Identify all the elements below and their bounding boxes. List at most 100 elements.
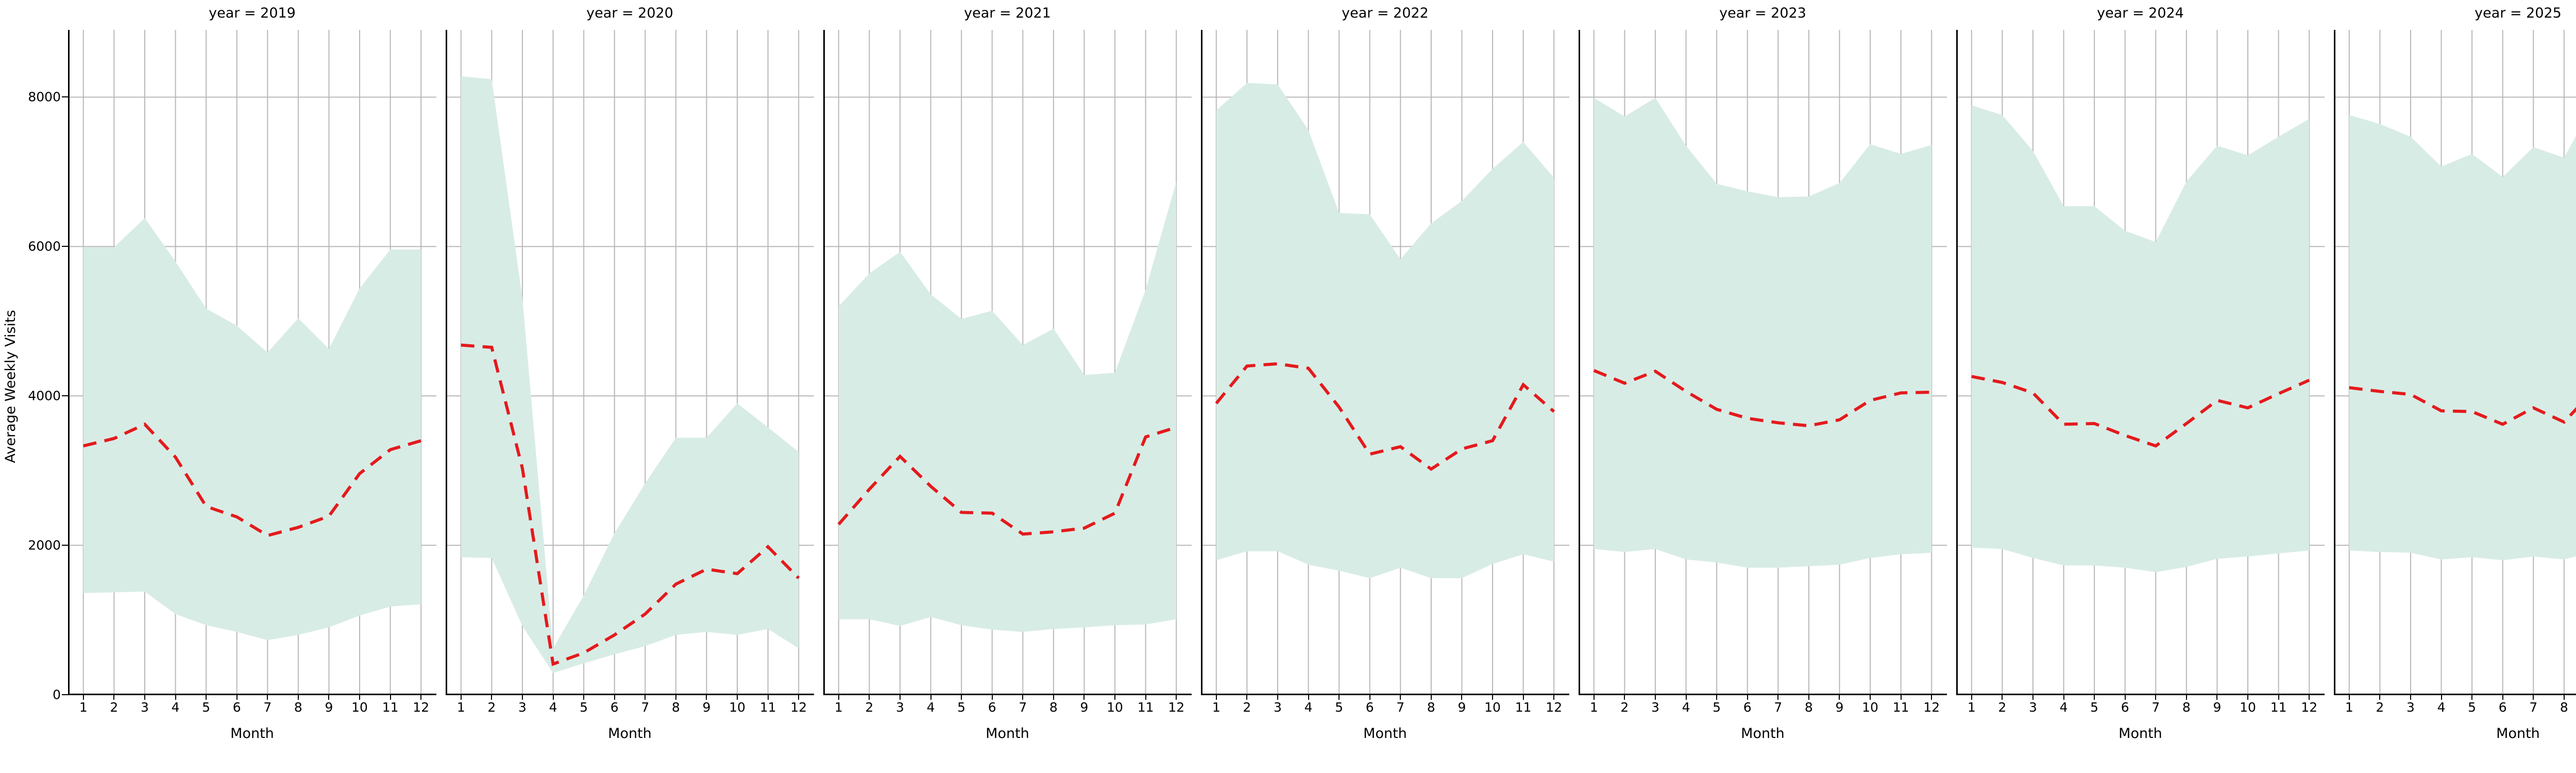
x-tick-label: 10 [1107,700,1123,715]
panel-title: year = 2022 [1342,5,1429,21]
median-line [83,422,422,537]
x-tick-label: 5 [202,700,211,715]
x-tick-mark [389,695,391,700]
x-tick-label: 1 [2345,700,2353,715]
x-tick-mark [1777,695,1779,700]
x-tick-label: 3 [896,700,904,715]
percentile-band [1216,82,1554,578]
facet-panels: year = 2019 1 2 3 4 5 6 7 8 9 10 11 12 Month year = 20… [68,0,2576,773]
x-tick-label: 5 [1335,700,1344,715]
axis-spine-bottom [446,694,814,695]
x-tick-label: 8 [1804,700,1813,715]
x-tick-mark [706,695,707,700]
x-tick-label: 12 [1168,700,1185,715]
x-tick-mark [175,695,176,700]
panel-title: year = 2019 [209,5,296,21]
panel-title: year = 2023 [1719,5,1806,21]
x-tick-label: 3 [518,700,527,715]
x-tick-label: 8 [671,700,680,715]
axis-spine-bottom [1201,694,1569,695]
x-tick-mark [675,695,676,700]
x-tick-label: 7 [1019,700,1027,715]
x-tick-mark [1716,695,1718,700]
x-tick-label: 7 [2151,700,2160,715]
x-axis-label: Month [2496,726,2540,742]
axis-spine-left [1579,30,1580,695]
y-tick-label: 6000 [28,239,61,254]
x-tick-label: 8 [2560,700,2568,715]
x-tick-mark [2247,695,2249,700]
x-tick-mark [113,695,115,700]
x-tick-label: 11 [1892,700,1909,715]
x-tick-mark [1308,695,1309,700]
panel-title: year = 2024 [2097,5,2184,21]
x-tick-mark [1369,695,1370,700]
x-tick-label: 10 [2240,700,2256,715]
facet-panel-2024: year = 2024 1 2 3 4 5 6 7 8 9 10 11 12 Month [1956,0,2325,773]
x-tick-label: 9 [1080,700,1089,715]
median-line [1593,369,1932,428]
x-tick-label: 12 [413,700,430,715]
x-tick-label: 1 [1967,700,1976,715]
percentile-band [83,218,421,641]
x-tick-mark [2155,695,2157,700]
x-tick-label: 7 [2529,700,2538,715]
x-tick-mark [1430,695,1432,700]
x-tick-label: 2 [1998,700,2007,715]
x-tick-mark [1083,695,1085,700]
x-axis-label: Month [1363,726,1407,742]
x-tick-label: 7 [263,700,272,715]
x-tick-mark [1246,695,1248,700]
x-tick-label: 12 [1923,700,1940,715]
x-tick-mark [767,695,769,700]
x-tick-label: 1 [1589,700,1598,715]
x-tick-label: 2 [487,700,496,715]
x-tick-mark [1654,695,1656,700]
x-tick-label: 3 [1651,700,1659,715]
x-tick-label: 10 [1862,700,1878,715]
median-line [837,426,1177,536]
median-line [461,343,800,666]
x-tick-mark [2379,695,2381,700]
x-tick-label: 9 [1835,700,1844,715]
x-tick-mark [2533,695,2534,700]
x-tick-label: 11 [1137,700,1154,715]
x-tick-mark [1215,695,1217,700]
x-tick-mark [2410,695,2411,700]
x-tick-label: 9 [702,700,711,715]
x-tick-label: 8 [294,700,302,715]
x-tick-mark [1492,695,1494,700]
y-tick-mark [62,96,68,98]
x-tick-label: 5 [957,700,966,715]
x-tick-label: 2 [2376,700,2384,715]
x-tick-mark [1461,695,1463,700]
x-tick-mark [961,695,962,700]
x-tick-label: 4 [549,700,557,715]
x-tick-label: 3 [1274,700,1282,715]
x-tick-label: 8 [1049,700,1058,715]
axis-spine-bottom [68,694,436,695]
percentile-band [838,181,1177,632]
x-tick-mark [2278,695,2279,700]
x-tick-mark [1685,695,1687,700]
x-tick-mark [552,695,554,700]
x-tick-mark [2185,695,2187,700]
x-tick-mark [359,695,361,700]
x-tick-label: 10 [351,700,368,715]
x-tick-label: 4 [2437,700,2446,715]
x-tick-mark [1931,695,1933,700]
y-tick-label: 0 [53,687,61,702]
x-tick-label: 9 [325,700,333,715]
axis-spine-bottom [2334,694,2576,695]
facet-panel-2021: year = 2021 1 2 3 4 5 6 7 8 9 10 11 12 Month [823,0,1192,773]
x-tick-label: 6 [2121,700,2129,715]
x-tick-label: 10 [1484,700,1501,715]
x-tick-mark [838,695,839,700]
x-tick-label: 5 [1713,700,1721,715]
x-tick-mark [2032,695,2033,700]
x-axis-label: Month [2119,726,2162,742]
x-tick-label: 6 [2498,700,2507,715]
